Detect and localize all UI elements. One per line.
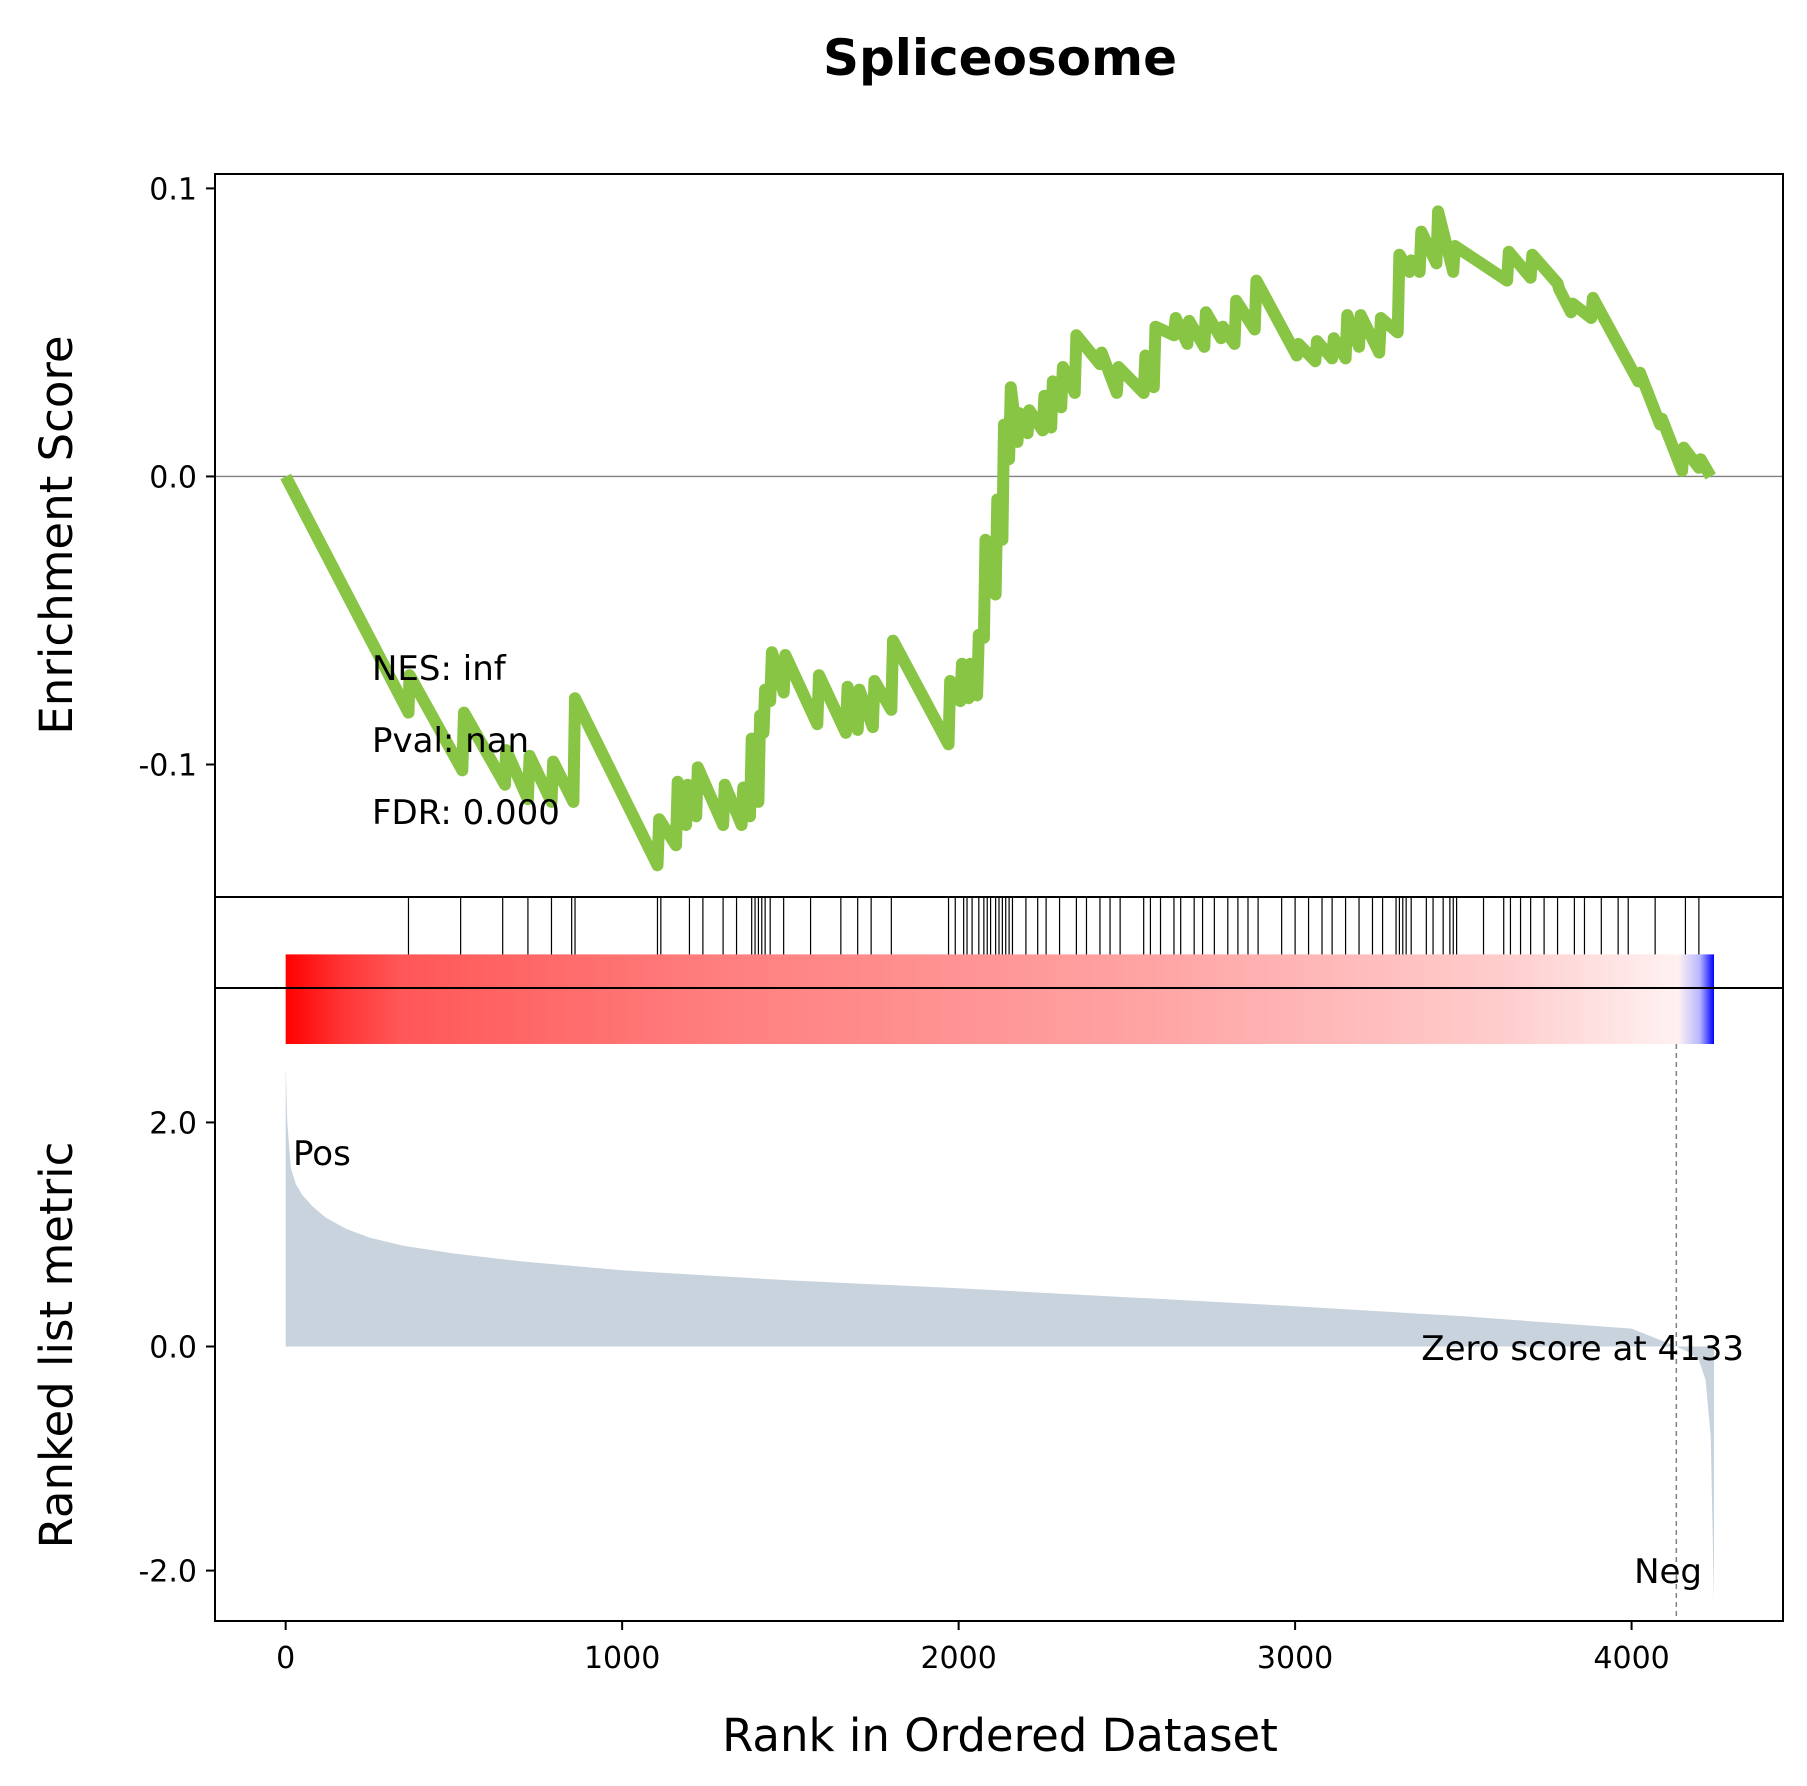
metric-y-axis-label: Ranked list metric: [30, 1142, 83, 1549]
x-tick-label: 3000: [1257, 1641, 1333, 1676]
metric-frame: [214, 987, 1784, 1622]
rank-heatbar: [285, 954, 1715, 1045]
chart-title: Spliceosome: [823, 29, 1177, 87]
nes-label: NES: inf: [372, 649, 507, 689]
es-panel: 0.1 0.0 -0.1 NES: inf Pval: nan FDR: 0.000…: [30, 172, 1784, 898]
es-y-axis-label: Enrichment Score: [30, 335, 83, 734]
metric-y-ticks: 2.0 0.0 -2.0: [138, 1106, 215, 1590]
es-y-tick-label: 0.1: [149, 172, 197, 207]
x-tick-label: 4000: [1593, 1641, 1669, 1676]
x-tick-label: 2000: [920, 1641, 996, 1676]
zero-score-label: Zero score at 4133: [1421, 1329, 1744, 1369]
neg-label: Neg: [1634, 1552, 1702, 1592]
es-y-ticks: 0.1 0.0 -0.1: [138, 172, 215, 783]
x-tick-label: 1000: [584, 1641, 660, 1676]
metric-y-tick-label: -2.0: [138, 1555, 197, 1590]
x-axis-label: Rank in Ordered Dataset: [722, 1709, 1278, 1762]
metric-y-tick-label: 2.0: [149, 1106, 197, 1141]
es-line: [280, 205, 1716, 872]
pos-label: Pos: [293, 1134, 351, 1174]
metric-area: [285, 1066, 1715, 1605]
es-y-tick-label: 0.0: [149, 460, 197, 495]
metric-panel: 2.0 0.0 -2.0 0 1000 2000 3000 4000 Pos Zero sc…: [30, 954, 1784, 1676]
x-tick-label: 0: [276, 1641, 295, 1676]
metric-y-tick-label: 0.0: [149, 1331, 197, 1366]
x-ticks: 0 1000 2000 3000 4000: [276, 1621, 1670, 1676]
es-y-tick-label: -0.1: [138, 748, 197, 783]
pval-label: Pval: nan: [372, 721, 529, 761]
fdr-label: FDR: 0.000: [372, 793, 560, 833]
